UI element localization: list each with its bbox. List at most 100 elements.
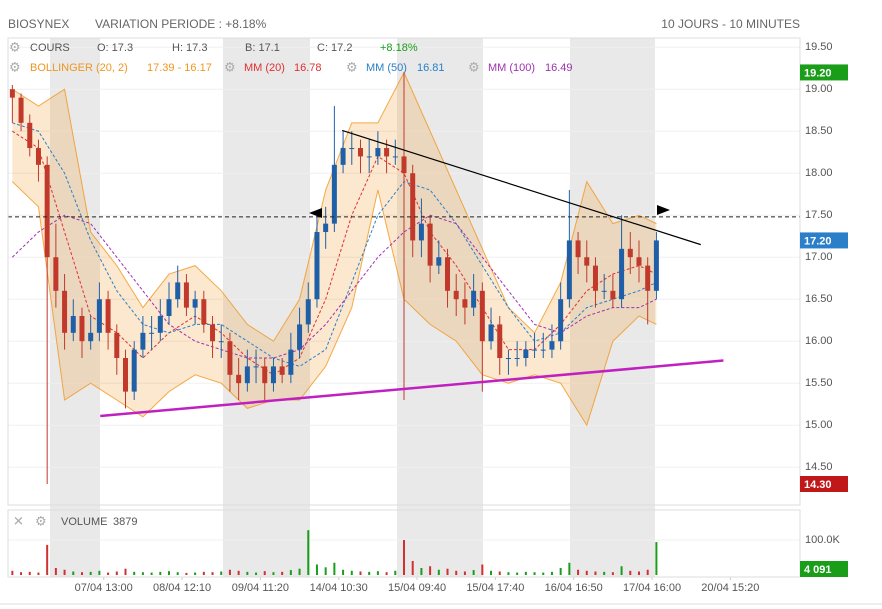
legend-mm20-value: 16.78 <box>294 62 322 74</box>
legend-cours: COURS <box>30 42 70 54</box>
candle-body <box>566 240 572 300</box>
x-tick-label: 07/04 13:00 <box>75 582 133 594</box>
candle-body <box>88 332 94 342</box>
volume-bar <box>159 571 162 575</box>
candle-body <box>270 366 276 384</box>
candle-body <box>453 290 459 300</box>
candle-body <box>149 332 155 334</box>
volume-bar <box>298 568 301 575</box>
volume-bar <box>98 570 101 575</box>
volume-bar <box>603 571 606 575</box>
volume-bar <box>646 569 649 575</box>
price-marker-label: 14.30 <box>804 479 832 491</box>
volume-bar <box>246 571 249 575</box>
volume-bar <box>403 540 405 575</box>
close-icon[interactable]: ✕ <box>13 513 24 528</box>
x-tick-label: 20/04 15:20 <box>701 582 759 594</box>
volume-bar <box>368 571 371 575</box>
candle-body <box>53 257 59 291</box>
candle-body <box>331 164 337 224</box>
legend-mm50: MM (50) <box>366 62 407 74</box>
y-tick-label: 100.0K <box>805 534 841 546</box>
candle-body <box>323 223 329 233</box>
gear-icon[interactable]: ⚙ <box>9 59 21 74</box>
legend-high: H: 17.3 <box>172 42 207 54</box>
volume-bar <box>315 564 318 575</box>
volume-bar <box>342 569 345 575</box>
candle-body <box>96 299 102 333</box>
gear-icon[interactable]: ⚙ <box>346 59 358 74</box>
volume-bar <box>281 571 284 575</box>
gear-icon[interactable]: ⚙ <box>35 513 47 528</box>
y-tick-label: 15.50 <box>805 377 833 389</box>
volume-bar <box>533 572 536 575</box>
candle-body <box>471 290 477 308</box>
candle-body <box>314 232 320 300</box>
candle-body <box>62 290 68 333</box>
candle-body <box>357 148 363 157</box>
gear-icon[interactable]: ⚙ <box>9 39 21 54</box>
volume-bar <box>72 571 75 575</box>
volume-bar <box>202 571 205 575</box>
candle-body <box>305 299 311 325</box>
y-tick-label: 19.00 <box>805 83 833 95</box>
gear-icon[interactable]: ⚙ <box>224 59 236 74</box>
period: 10 JOURS - 10 MINUTES <box>661 17 800 31</box>
plot <box>8 71 800 575</box>
y-tick-label: 15.00 <box>805 419 833 431</box>
candle-body <box>479 290 485 342</box>
volume-bar <box>185 572 188 575</box>
candle-body <box>610 290 616 300</box>
session-band <box>50 38 100 577</box>
volume-bar <box>80 572 83 575</box>
overlay <box>309 205 670 218</box>
volume-bar <box>559 568 562 575</box>
y-tick-label: 16.50 <box>805 293 833 305</box>
candle-body <box>401 156 407 174</box>
candle-body <box>645 265 651 291</box>
volume-bar <box>168 571 171 575</box>
volume-bar <box>594 571 597 575</box>
session-band <box>223 38 310 577</box>
candle-body <box>183 282 189 308</box>
legend-mm100-value: 16.49 <box>545 62 573 74</box>
candle-body <box>384 148 390 157</box>
candle-body <box>340 148 346 165</box>
candle-body <box>122 358 128 392</box>
volume-bar <box>446 568 449 575</box>
volume-bar <box>133 571 136 575</box>
volume-bar <box>611 572 614 575</box>
trendline <box>100 359 724 418</box>
volume-bar <box>289 570 292 575</box>
volume-bar <box>437 569 440 575</box>
legend-mm20: MM (20) <box>244 62 285 74</box>
y-tick-label: 19.50 <box>805 41 833 53</box>
candle-body <box>192 299 198 308</box>
candle-body <box>175 282 181 300</box>
candle-body <box>549 341 555 350</box>
volume-bar <box>550 571 553 575</box>
candle-body <box>653 240 659 291</box>
gear-icon[interactable]: ⚙ <box>468 59 480 74</box>
candle-body <box>497 324 503 359</box>
bollinger-lower <box>12 181 657 427</box>
candle-body <box>9 89 15 98</box>
volume-bar <box>411 561 414 575</box>
candle-body <box>375 148 381 157</box>
volume-bar <box>176 572 179 575</box>
volume-bar <box>385 572 388 575</box>
candle-body <box>627 248 633 258</box>
arrow-marker <box>309 208 322 218</box>
volume-bar <box>141 572 144 575</box>
volume-bar <box>542 572 545 575</box>
variation: VARIATION PERIODE : +8.18% <box>95 17 267 31</box>
volume-bar <box>376 571 379 575</box>
volume-bar <box>107 572 110 575</box>
volume-bar <box>655 542 658 575</box>
candle-body <box>445 257 451 291</box>
candle-body <box>514 358 520 360</box>
legend-volume-value: 3879 <box>113 516 137 528</box>
x-tick-label: 09/04 11:20 <box>232 582 289 594</box>
candle-body <box>575 240 581 258</box>
